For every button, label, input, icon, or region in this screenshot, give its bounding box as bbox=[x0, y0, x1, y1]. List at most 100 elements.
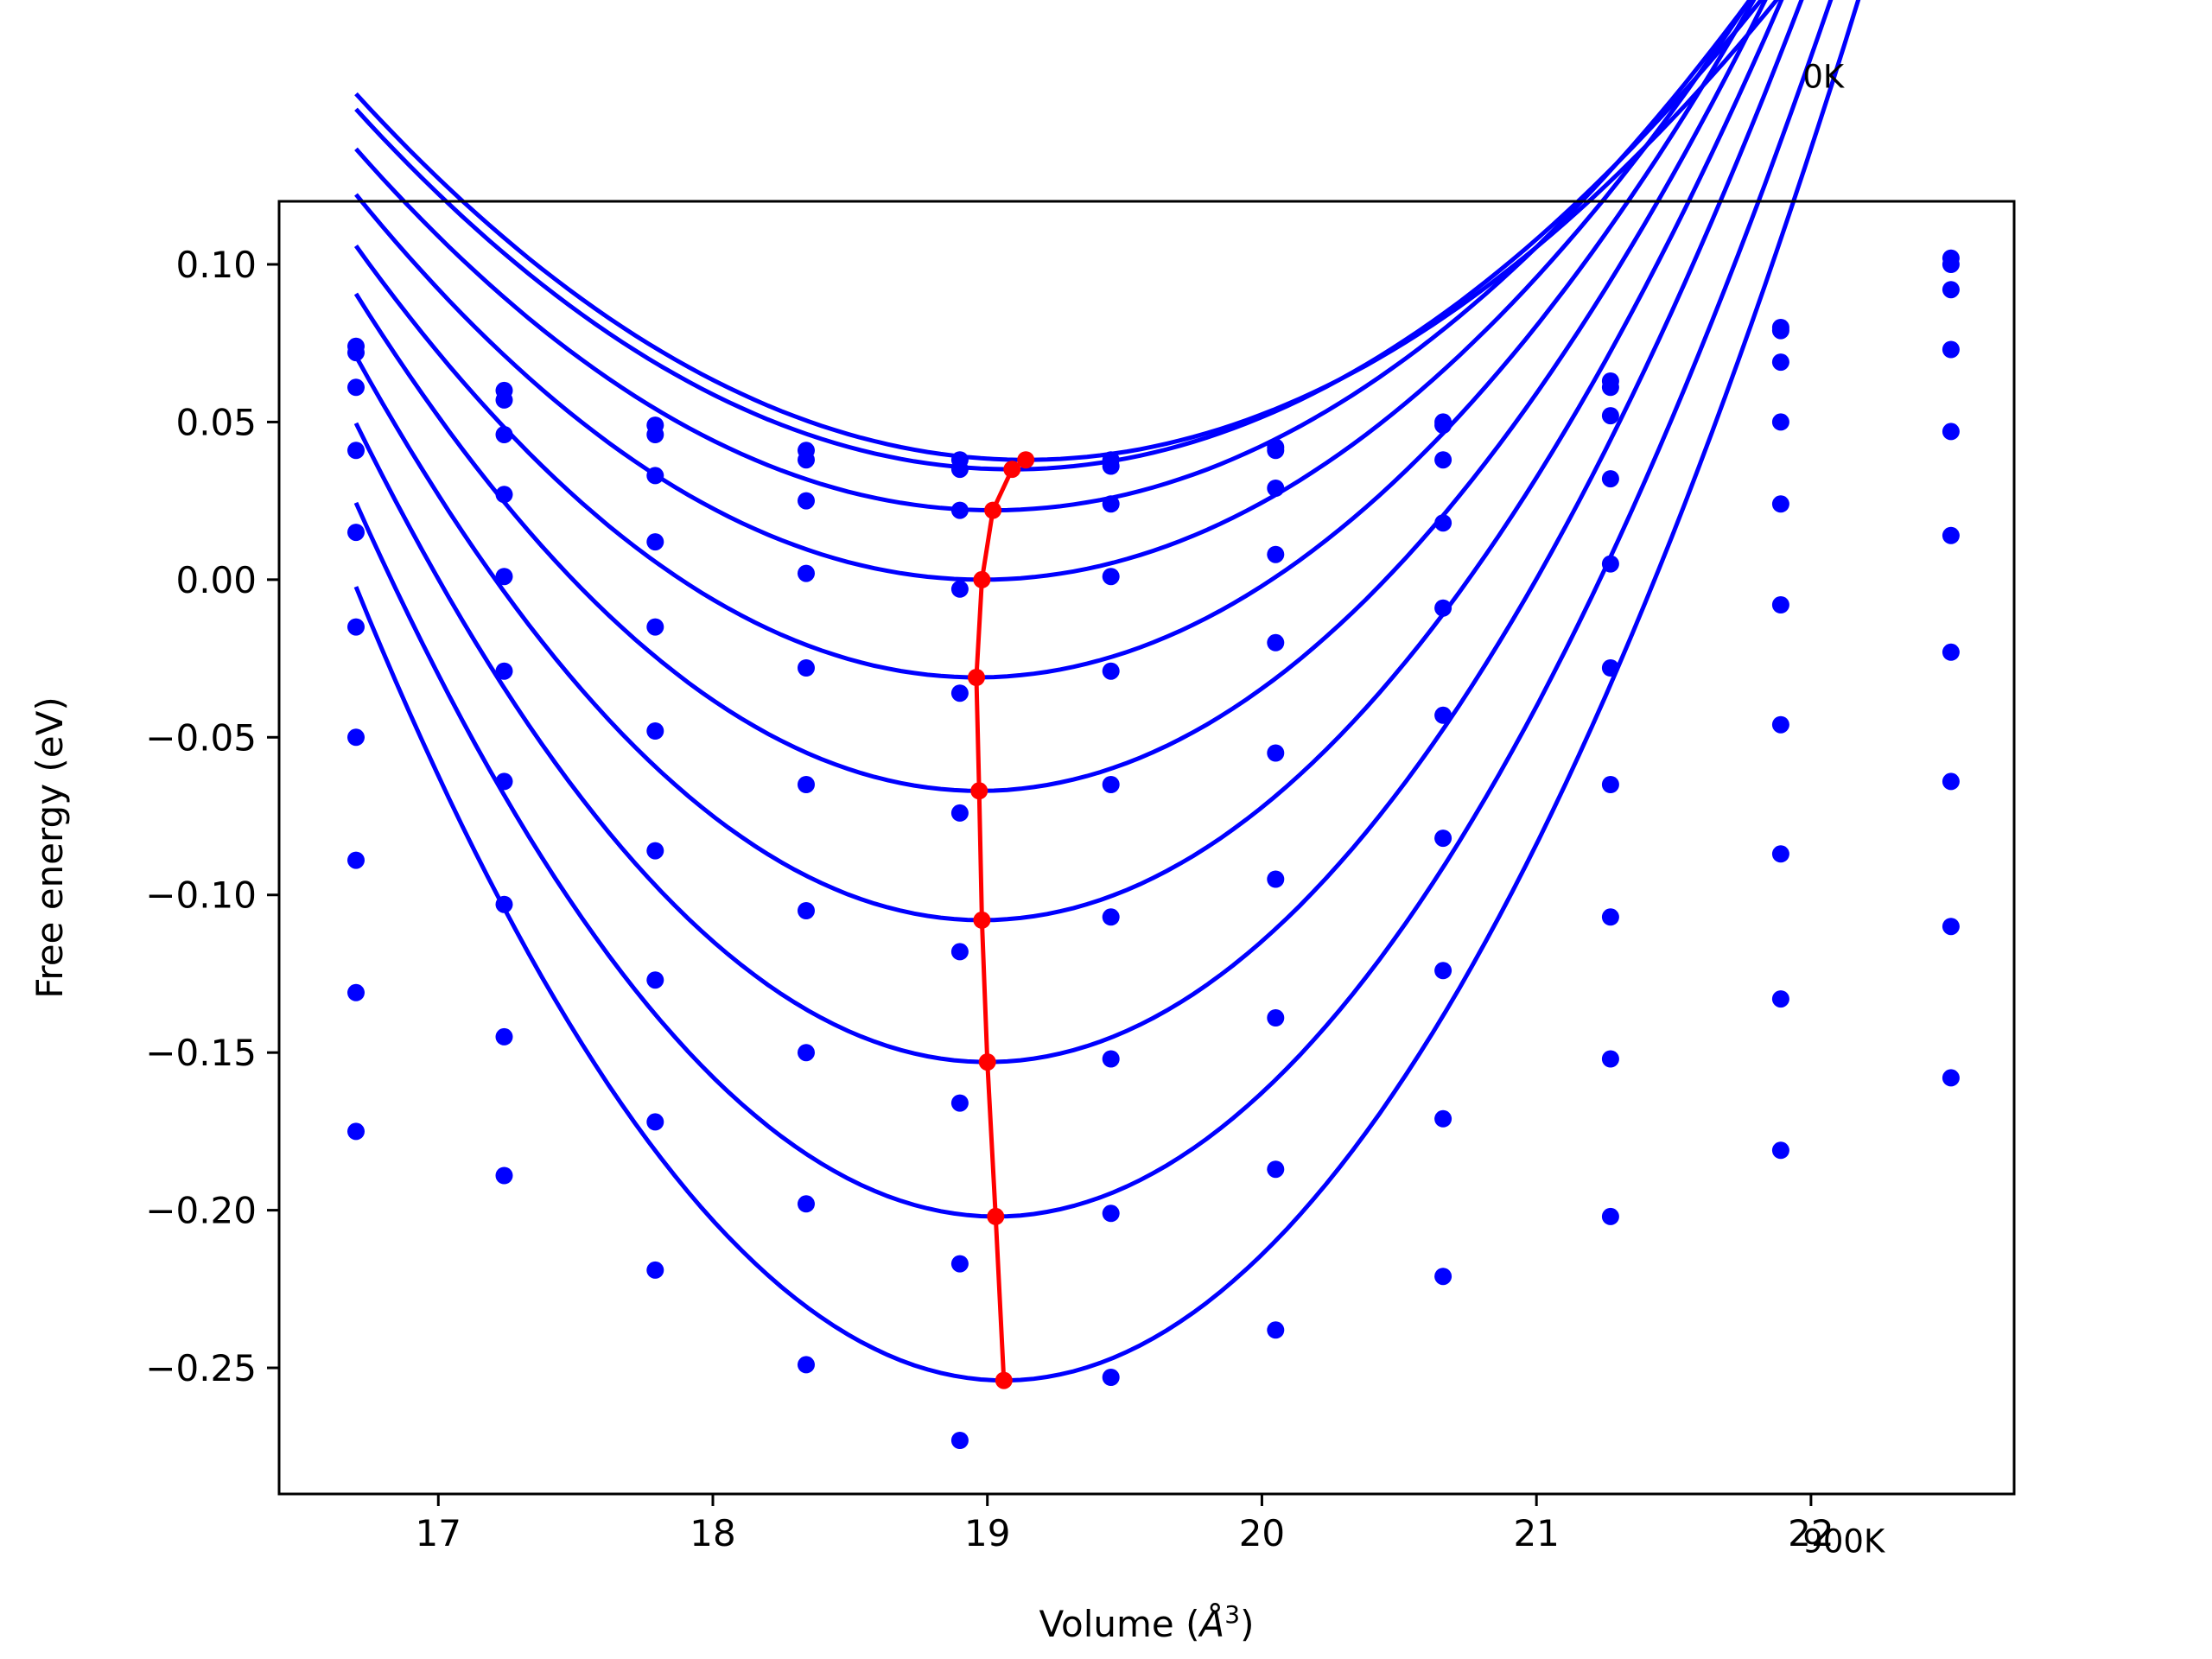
annotations: 0K 900K bbox=[1802, 59, 1886, 1560]
minimum-point bbox=[987, 1207, 1005, 1225]
data-point bbox=[1601, 659, 1619, 677]
data-point bbox=[1942, 423, 1960, 441]
minimum-point bbox=[978, 1053, 996, 1071]
x-tick-label: 22 bbox=[1788, 1512, 1834, 1554]
data-point bbox=[798, 451, 815, 469]
data-point bbox=[1601, 1207, 1619, 1225]
data-point bbox=[798, 776, 815, 793]
data-point bbox=[1267, 870, 1285, 888]
data-point bbox=[347, 728, 365, 747]
data-point bbox=[1434, 830, 1452, 848]
data-point bbox=[950, 461, 969, 479]
fit-curve-7 bbox=[353, 0, 1804, 1065]
fit-curve-9 bbox=[353, 0, 1861, 1383]
data-point bbox=[798, 1044, 815, 1062]
data-point bbox=[1434, 514, 1452, 532]
data-point bbox=[646, 722, 664, 740]
data-point bbox=[1102, 1369, 1120, 1386]
fit-curve-8 bbox=[353, 0, 1834, 1219]
data-point bbox=[1771, 845, 1789, 863]
minima-path bbox=[974, 458, 1027, 1381]
data-point bbox=[495, 486, 513, 504]
data-point bbox=[495, 426, 513, 443]
data-point bbox=[495, 1166, 513, 1185]
data-point bbox=[950, 501, 969, 519]
data-point bbox=[495, 568, 513, 586]
data-point bbox=[646, 533, 664, 551]
data-point bbox=[1942, 772, 1960, 791]
y-tick-label: −0.15 bbox=[145, 1032, 257, 1074]
data-point bbox=[798, 492, 815, 510]
data-point bbox=[1771, 990, 1789, 1008]
data-point bbox=[646, 842, 664, 860]
data-point bbox=[1771, 715, 1789, 734]
x-tick-label: 19 bbox=[964, 1512, 1010, 1554]
data-point bbox=[495, 1027, 513, 1046]
data-point bbox=[1601, 555, 1619, 573]
data-point bbox=[347, 378, 365, 397]
data-point bbox=[1267, 1321, 1285, 1339]
data-point bbox=[495, 772, 513, 791]
data-point bbox=[495, 662, 513, 680]
data-point bbox=[950, 684, 969, 702]
data-point bbox=[1267, 545, 1285, 563]
data-point bbox=[1434, 451, 1452, 469]
data-point bbox=[950, 580, 969, 598]
data-point bbox=[950, 1255, 969, 1273]
data-points bbox=[347, 249, 1960, 1449]
x-axis-ticks: 17 18 19 20 21 22 bbox=[416, 1494, 1834, 1554]
fit-curve-2 bbox=[354, 0, 1753, 513]
data-point bbox=[1102, 1050, 1120, 1068]
data-point bbox=[1942, 643, 1960, 661]
data-point bbox=[1434, 599, 1452, 617]
data-point bbox=[1102, 457, 1120, 475]
data-point bbox=[1771, 321, 1789, 340]
x-tick-label: 20 bbox=[1239, 1512, 1285, 1554]
data-point bbox=[1102, 568, 1120, 586]
y-tick-label: −0.20 bbox=[145, 1190, 257, 1232]
data-point bbox=[1102, 908, 1120, 926]
data-point bbox=[1601, 470, 1619, 488]
data-point bbox=[347, 344, 365, 362]
data-point bbox=[950, 943, 969, 961]
data-point bbox=[798, 1356, 815, 1374]
data-point bbox=[1102, 776, 1120, 793]
data-point bbox=[347, 983, 365, 1001]
y-axis-label: Free energy (eV) bbox=[29, 696, 71, 999]
data-point bbox=[1267, 633, 1285, 652]
minimum-point bbox=[973, 570, 991, 588]
data-point bbox=[1771, 353, 1789, 372]
data-point bbox=[798, 659, 815, 677]
data-point bbox=[1267, 744, 1285, 762]
minimum-point bbox=[984, 501, 1002, 519]
y-tick-label: −0.25 bbox=[145, 1347, 257, 1389]
fit-curves bbox=[353, 0, 1861, 1383]
fit-curve-6 bbox=[353, 0, 1784, 923]
x-tick-label: 17 bbox=[416, 1512, 461, 1554]
data-point bbox=[1942, 1069, 1960, 1087]
data-point bbox=[798, 564, 815, 582]
minimum-point bbox=[968, 669, 985, 686]
fit-curve-5 bbox=[353, 0, 1768, 793]
minima-line bbox=[968, 451, 1035, 1389]
data-point bbox=[347, 1122, 365, 1141]
data-point bbox=[1434, 962, 1452, 980]
y-tick-label: 0.05 bbox=[175, 401, 257, 443]
data-point bbox=[646, 618, 664, 636]
data-point bbox=[495, 391, 513, 409]
data-point bbox=[495, 895, 513, 913]
data-point bbox=[1942, 281, 1960, 299]
data-point bbox=[950, 1432, 969, 1449]
data-point bbox=[646, 426, 664, 443]
data-point bbox=[798, 902, 815, 919]
x-axis-label: Volume (Å3) bbox=[1039, 1600, 1255, 1645]
data-point bbox=[646, 467, 664, 485]
data-point bbox=[798, 1195, 815, 1213]
data-point bbox=[1771, 596, 1789, 613]
data-point bbox=[646, 1261, 664, 1279]
data-point bbox=[1942, 526, 1960, 544]
data-point bbox=[1942, 256, 1960, 273]
y-tick-label: 0.10 bbox=[175, 244, 257, 286]
